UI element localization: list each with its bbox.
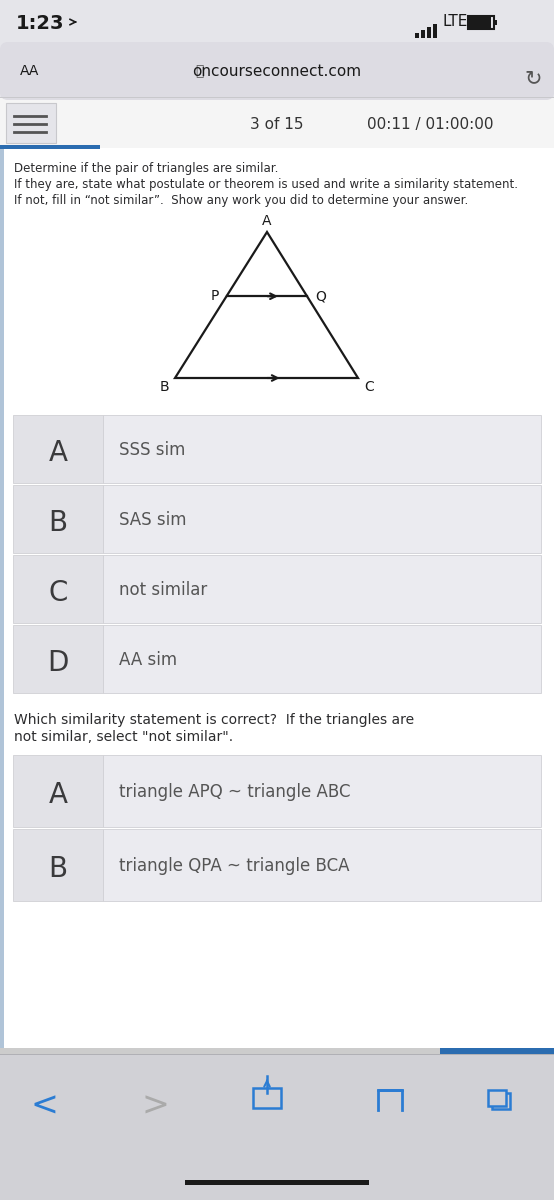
- Text: B: B: [160, 380, 169, 394]
- Bar: [103, 755, 541, 827]
- Bar: [103, 554, 541, 623]
- Bar: [13, 829, 103, 901]
- Bar: [0, 1154, 554, 1200]
- Bar: [13, 625, 103, 692]
- Text: B: B: [48, 509, 68, 538]
- Bar: [433, 24, 437, 38]
- Bar: [13, 485, 103, 553]
- Bar: [103, 829, 541, 901]
- Text: SSS sim: SSS sim: [119, 440, 186, 458]
- Bar: [494, 20, 497, 25]
- Bar: [0, 145, 100, 149]
- Text: 1:23: 1:23: [16, 14, 64, 32]
- Text: P: P: [210, 289, 218, 304]
- Text: AA: AA: [20, 64, 39, 78]
- Bar: [103, 485, 541, 553]
- Text: not similar: not similar: [119, 581, 207, 599]
- Text: oncourseconnect.com: oncourseconnect.com: [192, 64, 362, 79]
- Text: Determine if the pair of triangles are similar.: Determine if the pair of triangles are s…: [14, 162, 278, 175]
- Bar: [0, 1054, 554, 1154]
- Text: <: <: [30, 1090, 58, 1123]
- Text: 🔒: 🔒: [195, 64, 203, 78]
- Bar: [0, 1048, 554, 1054]
- Text: SAS sim: SAS sim: [119, 511, 187, 529]
- Bar: [427, 26, 431, 38]
- Bar: [469, 17, 491, 28]
- Text: ↻: ↻: [524, 68, 542, 88]
- Text: D: D: [47, 649, 69, 677]
- Bar: [421, 30, 425, 38]
- Bar: [103, 625, 541, 692]
- Bar: [6, 103, 56, 143]
- Text: >: >: [141, 1090, 169, 1123]
- Bar: [492, 1093, 510, 1109]
- Text: LTE: LTE: [442, 14, 468, 29]
- Text: A: A: [49, 781, 68, 809]
- Bar: [0, 0, 554, 44]
- Text: A: A: [49, 439, 68, 467]
- Text: C: C: [48, 578, 68, 607]
- Text: 00:11 / 01:00:00: 00:11 / 01:00:00: [367, 116, 493, 132]
- Bar: [13, 415, 103, 482]
- Text: 3 of 15: 3 of 15: [250, 116, 304, 132]
- Bar: [468, 16, 494, 29]
- Bar: [13, 755, 103, 827]
- Text: A: A: [262, 214, 272, 228]
- Text: not similar, select "not similar".: not similar, select "not similar".: [14, 730, 233, 744]
- Text: B: B: [48, 854, 68, 883]
- Bar: [415, 32, 419, 38]
- Text: If they are, state what postulate or theorem is used and write a similarity stat: If they are, state what postulate or the…: [14, 178, 518, 191]
- Bar: [488, 1090, 506, 1106]
- Text: triangle APQ ~ triangle ABC: triangle APQ ~ triangle ABC: [119, 782, 351, 802]
- Text: If not, fill in “not similar”.  Show any work you did to determine your answer.: If not, fill in “not similar”. Show any …: [14, 194, 468, 206]
- Bar: [0, 98, 554, 148]
- Bar: [0, 148, 554, 1048]
- Bar: [103, 415, 541, 482]
- Text: AA sim: AA sim: [119, 650, 177, 670]
- Bar: [0, 148, 4, 1048]
- FancyBboxPatch shape: [0, 42, 554, 100]
- Text: C: C: [364, 380, 374, 394]
- Text: Which similarity statement is correct?  If the triangles are: Which similarity statement is correct? I…: [14, 713, 414, 727]
- Bar: [440, 1048, 554, 1054]
- Text: triangle QPA ~ triangle BCA: triangle QPA ~ triangle BCA: [119, 857, 350, 875]
- Bar: [253, 1088, 281, 1108]
- Bar: [13, 554, 103, 623]
- Bar: [185, 1180, 369, 1186]
- Text: Q: Q: [315, 289, 326, 304]
